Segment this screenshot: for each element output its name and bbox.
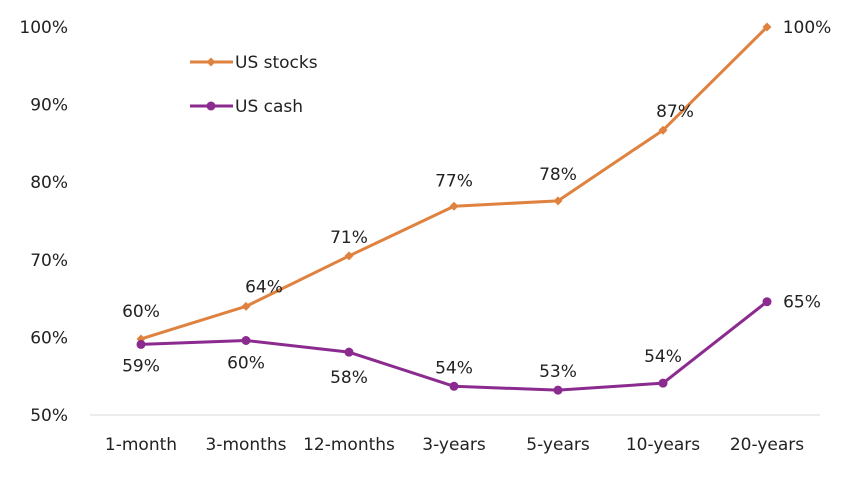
x-tick-label: 20-years <box>730 435 804 455</box>
legend: US stocks US cash <box>190 53 318 117</box>
x-tick-label: 3-months <box>206 435 287 455</box>
data-point <box>762 22 772 32</box>
y-tick-label: 50% <box>30 406 68 426</box>
data-label: 53% <box>539 362 577 382</box>
y-tick-label: 70% <box>30 251 68 271</box>
legend-marker <box>206 101 216 111</box>
data-point <box>344 347 354 357</box>
axes: 50% 60% 70% 80% 90% 100% 1-month 3-months 12-mon… <box>19 18 820 455</box>
data-label: 100% <box>783 18 832 38</box>
data-label: 77% <box>435 171 473 191</box>
x-tick-label: 1-month <box>105 435 177 455</box>
y-tick-label: 100% <box>19 18 68 38</box>
series-group: 60% 64% 71% 77% 78% 87% 100% 59% 60% 58% 54% 53% 54%… <box>122 18 831 395</box>
data-point <box>449 381 459 391</box>
data-label: 60% <box>122 302 160 322</box>
x-tick-label: 5-years <box>526 435 590 455</box>
data-label: 87% <box>656 102 694 122</box>
data-label: 65% <box>783 293 821 313</box>
x-tick-label: 10-years <box>626 435 700 455</box>
data-label: 54% <box>435 358 473 378</box>
data-point <box>344 251 354 261</box>
legend-label: US stocks <box>235 53 318 73</box>
y-tick-label: 60% <box>30 328 68 348</box>
data-label: 78% <box>539 165 577 185</box>
data-label: 58% <box>330 368 368 388</box>
data-label: 60% <box>227 354 265 374</box>
data-point <box>658 125 668 135</box>
data-point <box>136 339 146 349</box>
y-tick-label: 80% <box>30 173 68 193</box>
data-point <box>241 301 251 311</box>
data-label: 71% <box>330 228 368 248</box>
data-point <box>762 297 772 307</box>
legend-marker <box>206 57 216 67</box>
x-tick-label: 12-months <box>303 435 395 455</box>
data-point <box>553 196 563 206</box>
y-tick-label: 90% <box>30 96 68 116</box>
data-point <box>449 201 459 211</box>
data-point <box>658 378 668 388</box>
data-point <box>241 336 251 346</box>
legend-label: US cash <box>235 97 303 117</box>
x-tick-label: 3-years <box>422 435 486 455</box>
data-label: 64% <box>245 277 283 297</box>
data-point <box>553 385 563 395</box>
data-label: 54% <box>644 347 682 367</box>
data-label: 59% <box>122 356 160 376</box>
